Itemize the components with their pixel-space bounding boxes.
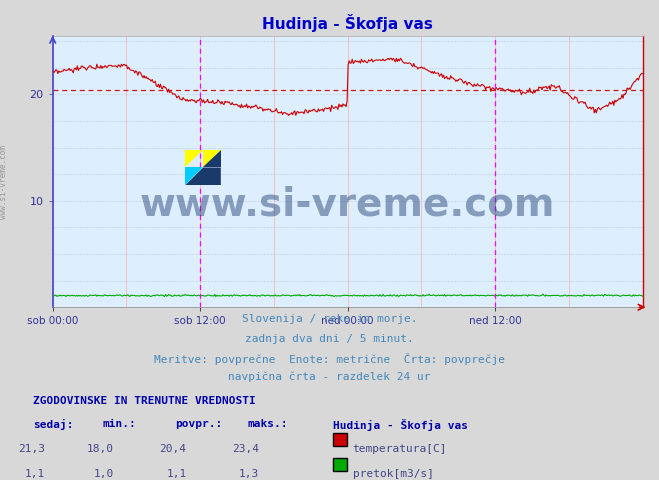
Text: 1,0: 1,0: [94, 469, 114, 479]
Text: Hudinja - Škofja vas: Hudinja - Škofja vas: [333, 419, 468, 431]
Text: Meritve: povprečne  Enote: metrične  Črta: povprečje: Meritve: povprečne Enote: metrične Črta:…: [154, 353, 505, 365]
Text: 1,1: 1,1: [166, 469, 186, 479]
Text: sedaj:: sedaj:: [33, 419, 73, 430]
Text: 18,0: 18,0: [87, 444, 114, 454]
Text: www.si-vreme.com: www.si-vreme.com: [0, 145, 8, 219]
Text: povpr.:: povpr.:: [175, 419, 222, 429]
Text: maks.:: maks.:: [247, 419, 287, 429]
Text: navpična črta - razdelek 24 ur: navpična črta - razdelek 24 ur: [228, 372, 431, 383]
Text: zadnja dva dni / 5 minut.: zadnja dva dni / 5 minut.: [245, 334, 414, 344]
Text: temperatura[C]: temperatura[C]: [353, 444, 447, 454]
Text: pretok[m3/s]: pretok[m3/s]: [353, 469, 434, 479]
Text: 23,4: 23,4: [232, 444, 259, 454]
Text: www.si-vreme.com: www.si-vreme.com: [140, 185, 556, 223]
Text: 21,3: 21,3: [18, 444, 45, 454]
Text: Slovenija / reke in morje.: Slovenija / reke in morje.: [242, 314, 417, 324]
Title: Hudinja - Škofja vas: Hudinja - Škofja vas: [262, 14, 433, 32]
Text: 1,1: 1,1: [24, 469, 45, 479]
Text: 20,4: 20,4: [159, 444, 186, 454]
Text: ZGODOVINSKE IN TRENUTNE VREDNOSTI: ZGODOVINSKE IN TRENUTNE VREDNOSTI: [33, 396, 256, 406]
Text: min.:: min.:: [102, 419, 136, 429]
Text: 1,3: 1,3: [239, 469, 259, 479]
